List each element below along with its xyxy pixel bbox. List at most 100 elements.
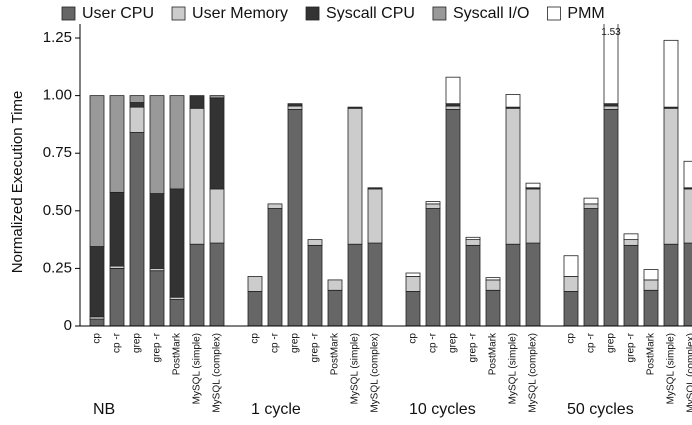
bar-segment	[367, 242, 383, 327]
x-tick-label: cp	[566, 333, 577, 344]
bar-segment	[623, 233, 639, 241]
x-tick-label: cp	[408, 333, 419, 344]
group-label: 10 cycles	[409, 401, 476, 418]
bar-segment	[109, 268, 125, 327]
bar-segment	[683, 242, 692, 327]
bar-segment	[465, 239, 481, 246]
bar-segment	[485, 279, 501, 291]
legend-swatch	[305, 6, 320, 21]
bar-segment	[287, 103, 303, 107]
bar-segment	[643, 269, 659, 281]
bar-segment	[623, 244, 639, 327]
bar-segment	[583, 203, 599, 209]
bar-segment	[683, 160, 692, 189]
bar-segment	[425, 201, 441, 205]
bar-segment	[663, 243, 679, 327]
x-tick-label: grep -r	[152, 332, 163, 362]
bar-segment	[525, 182, 541, 189]
group-label: NB	[93, 401, 115, 418]
bar-segment	[189, 107, 205, 245]
x-tick-label: PostMark	[646, 332, 657, 375]
bar-segment	[425, 208, 441, 327]
x-tick-label: cp -r	[112, 332, 123, 353]
legend-swatch	[432, 6, 447, 21]
bar-segment	[327, 279, 343, 291]
y-tick-label: 0.75	[43, 144, 72, 161]
x-tick-label: PostMark	[172, 332, 183, 375]
x-tick-label: MySQL (complex)	[528, 333, 539, 413]
bar-segment	[445, 76, 461, 105]
bar-segment	[485, 277, 501, 281]
legend-label: PMM	[567, 5, 604, 22]
bar-segment	[425, 203, 441, 209]
bar-segment	[405, 272, 421, 277]
bar-segment	[643, 289, 659, 327]
bar-segment	[209, 97, 225, 190]
bar-segment	[109, 95, 125, 193]
x-tick-label: PostMark	[488, 332, 499, 375]
group-label: 1 cycle	[251, 401, 301, 418]
bar-segment	[505, 243, 521, 327]
legend-swatch	[61, 6, 76, 21]
bar-segment	[563, 291, 579, 327]
x-tick-label: MySQL (complex)	[370, 333, 381, 413]
bar-segment	[445, 109, 461, 327]
bar-segment	[169, 299, 185, 327]
bar-segment	[347, 243, 363, 327]
bar-segment	[307, 239, 323, 246]
plot-area	[89, 24, 692, 327]
bar-segment	[287, 105, 303, 110]
x-tick-label: cp	[92, 333, 103, 344]
bar-segment	[603, 105, 619, 110]
bar-segment	[327, 289, 343, 327]
bar-segment	[129, 132, 145, 327]
x-tick-label: cp -r	[586, 332, 597, 353]
bar-segment	[643, 279, 659, 291]
bar-segment	[367, 187, 383, 190]
bar-segment	[347, 106, 363, 109]
bar-segment	[347, 107, 363, 245]
legend-swatch	[171, 6, 186, 21]
bar-segment	[367, 188, 383, 244]
bar-segment	[189, 95, 205, 109]
y-tick-label: 0.25	[43, 259, 72, 276]
bar-segment	[189, 243, 205, 327]
bar-segment	[505, 107, 521, 245]
x-tick-label: cp -r	[428, 332, 439, 353]
bar-segment	[603, 24, 619, 105]
bar-segment	[465, 236, 481, 241]
x-tick-label: cp	[250, 333, 261, 344]
legend-swatch	[547, 6, 561, 21]
bar-segment	[583, 208, 599, 327]
x-tick-label: grep	[290, 333, 301, 353]
bar-segment	[623, 239, 639, 246]
bar-segment	[267, 208, 283, 327]
bar-segment	[465, 244, 481, 327]
bar-segment	[287, 109, 303, 327]
legend-label: Syscall CPU	[326, 5, 415, 22]
x-tick-label: MySQL (complex)	[212, 333, 223, 413]
y-tick-label: 0.50	[43, 202, 72, 219]
annotation: 1.53	[601, 27, 621, 38]
bar-segment	[563, 276, 579, 292]
bar-segment	[583, 197, 599, 205]
x-tick-label: grep	[132, 333, 143, 353]
bar-segment	[129, 102, 145, 108]
bar-segment	[209, 242, 225, 327]
x-tick-label: MySQL (simple)	[350, 333, 361, 404]
bar-segment	[149, 193, 165, 269]
y-tick-label: 1.25	[43, 29, 72, 46]
y-tick-label: 0	[64, 317, 72, 334]
x-tick-label: grep -r	[310, 332, 321, 362]
legend-label: User Memory	[192, 5, 288, 22]
x-tick-label: grep	[448, 333, 459, 353]
x-tick-label: MySQL (simple)	[666, 333, 677, 404]
bar-segment	[405, 291, 421, 327]
bar-segment	[505, 94, 521, 108]
bar-segment	[563, 255, 579, 277]
legend-label: Syscall I/O	[453, 5, 529, 22]
bar-segment	[247, 291, 263, 327]
legend-label: User CPU	[82, 5, 154, 22]
bar-segment	[169, 95, 185, 190]
